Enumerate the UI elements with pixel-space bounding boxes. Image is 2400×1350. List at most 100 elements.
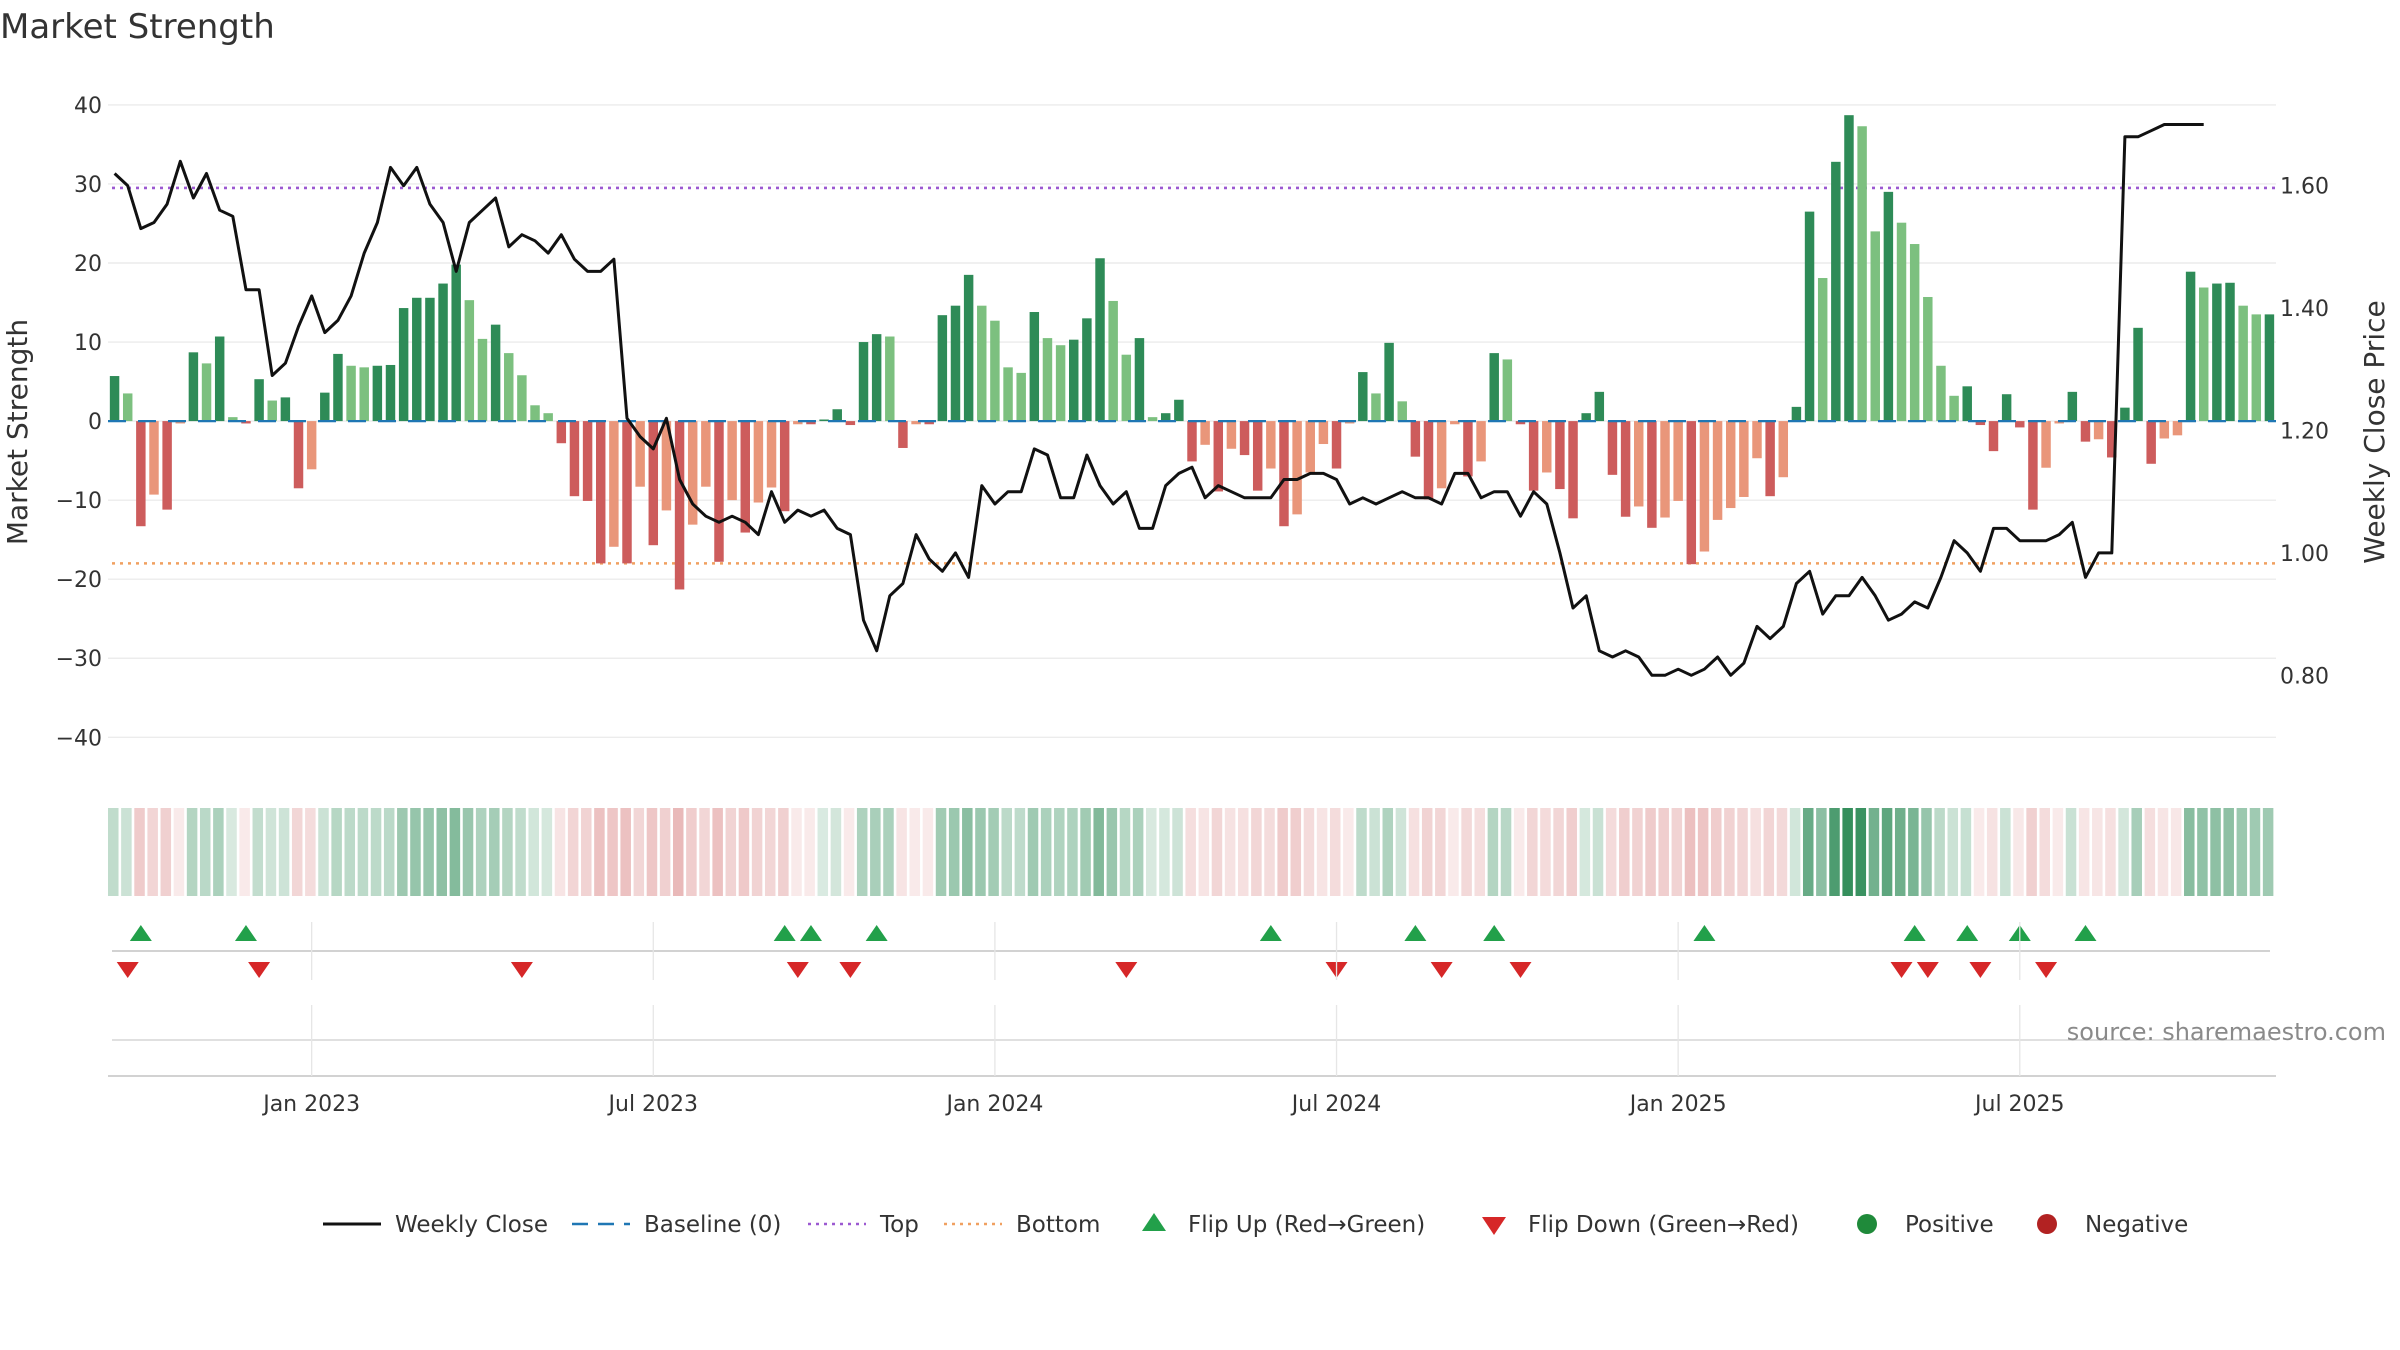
strength-bar bbox=[333, 353, 343, 422]
y-tick-label: 20 bbox=[74, 252, 102, 277]
heat-cell bbox=[883, 808, 894, 896]
strength-bar bbox=[2212, 283, 2222, 422]
heat-cell bbox=[962, 808, 973, 896]
strength-bar bbox=[359, 367, 369, 422]
heat-cell bbox=[594, 808, 605, 896]
heat-cell bbox=[305, 808, 316, 896]
strength-bar bbox=[806, 421, 816, 425]
strength-bar bbox=[819, 419, 829, 422]
strength-bar bbox=[412, 297, 422, 422]
legend-swatch bbox=[1142, 1213, 1166, 1231]
strength-bar bbox=[346, 365, 356, 422]
flip-down-marker bbox=[1115, 962, 1138, 978]
strength-bar bbox=[1436, 421, 1447, 489]
strength-bar bbox=[569, 421, 580, 497]
strength-bar bbox=[1147, 417, 1158, 422]
strength-bar bbox=[1450, 421, 1460, 425]
strength-bar bbox=[2185, 271, 2196, 422]
strength-bar bbox=[320, 392, 330, 422]
strength-bar bbox=[1896, 222, 1907, 422]
strength-bar bbox=[1528, 421, 1539, 491]
legend-label: Positive bbox=[1905, 1212, 1994, 1238]
strength-bar bbox=[1121, 354, 1132, 422]
heat-cell bbox=[1369, 808, 1380, 896]
strength-bar bbox=[1936, 365, 1946, 422]
strength-bar bbox=[2159, 421, 2170, 439]
strength-bar bbox=[2054, 421, 2064, 424]
strength-bar bbox=[293, 421, 304, 489]
heat-cell bbox=[1356, 808, 1367, 896]
strength-bar bbox=[1331, 421, 1342, 469]
heat-cell bbox=[1001, 808, 1012, 896]
reference-lines bbox=[112, 186, 2276, 565]
heat-cell bbox=[2249, 808, 2261, 896]
y-tick-label: −40 bbox=[56, 726, 102, 751]
strength-bar bbox=[1305, 421, 1315, 473]
heat-cell bbox=[462, 808, 474, 896]
heat-cell bbox=[1027, 808, 1039, 896]
heat-cell bbox=[922, 808, 934, 896]
strength-bar bbox=[1489, 353, 1499, 422]
heat-cell bbox=[278, 808, 290, 896]
heat-cell bbox=[2000, 808, 2011, 896]
heat-cell bbox=[541, 808, 553, 896]
heat-cell bbox=[1513, 808, 1525, 896]
heat-cell bbox=[1237, 808, 1249, 896]
heat-cell bbox=[1619, 808, 1630, 896]
strength-bar bbox=[254, 379, 264, 422]
flip-down-marker bbox=[786, 962, 809, 978]
heat-cell bbox=[1763, 808, 1775, 896]
y2-tick-label: 1.60 bbox=[2280, 175, 2329, 200]
strength-bar bbox=[898, 421, 908, 448]
legend-label: Flip Up (Red→Green) bbox=[1188, 1212, 1425, 1238]
heat-cell bbox=[1343, 808, 1354, 896]
heat-cell bbox=[186, 808, 198, 896]
legend-label: Bottom bbox=[1016, 1212, 1100, 1238]
source-credit: source: sharemaestro.com bbox=[2067, 1018, 2386, 1046]
heat-cell bbox=[1329, 808, 1341, 896]
heat-cell bbox=[672, 808, 684, 896]
strength-bar bbox=[1949, 395, 1959, 422]
heat-cell bbox=[2039, 808, 2051, 896]
weekly-close-path bbox=[113, 123, 2204, 677]
flip-down-marker bbox=[839, 962, 862, 978]
strength-bar bbox=[622, 421, 632, 564]
strength-bar bbox=[2199, 287, 2209, 422]
strength-bar bbox=[1975, 421, 1986, 426]
strength-bar bbox=[1804, 211, 1815, 422]
heat-cell bbox=[699, 808, 710, 896]
heat-cell bbox=[1316, 808, 1328, 896]
heat-cell bbox=[2210, 808, 2221, 896]
heat-cell bbox=[1211, 808, 1223, 896]
heat-cell bbox=[1290, 808, 1302, 896]
strength-bar bbox=[214, 336, 225, 422]
heat-cell bbox=[2065, 808, 2077, 896]
strength-bar bbox=[1371, 393, 1381, 422]
strength-bar bbox=[2001, 394, 2012, 422]
strength-bars bbox=[109, 115, 2275, 590]
flip-up-marker bbox=[129, 925, 152, 941]
heat-cell bbox=[1054, 808, 1065, 896]
y2-tick-label: 0.80 bbox=[2280, 664, 2329, 689]
heat-cell bbox=[1067, 808, 1078, 896]
heat-cell bbox=[935, 808, 947, 896]
heat-cell bbox=[725, 808, 737, 896]
heat-cell bbox=[633, 808, 645, 896]
strength-bar bbox=[582, 421, 593, 501]
x-tick-label: Jul 2024 bbox=[1290, 1092, 1382, 1117]
strength-bar bbox=[2225, 282, 2235, 422]
strength-bar bbox=[1095, 258, 1105, 422]
flip-down-marker bbox=[1969, 962, 1992, 978]
strength-bar bbox=[937, 315, 948, 422]
strength-bar bbox=[753, 421, 764, 503]
heat-cell bbox=[1697, 808, 1709, 896]
strength-bar bbox=[1752, 421, 1762, 459]
strength-bar bbox=[648, 421, 659, 546]
flip-markers bbox=[112, 925, 2270, 978]
heat-cell bbox=[791, 808, 802, 896]
strength-bar bbox=[977, 305, 987, 422]
y-tick-label: 10 bbox=[74, 331, 102, 356]
strength-bar bbox=[885, 336, 895, 422]
heat-cell bbox=[1711, 808, 1722, 896]
